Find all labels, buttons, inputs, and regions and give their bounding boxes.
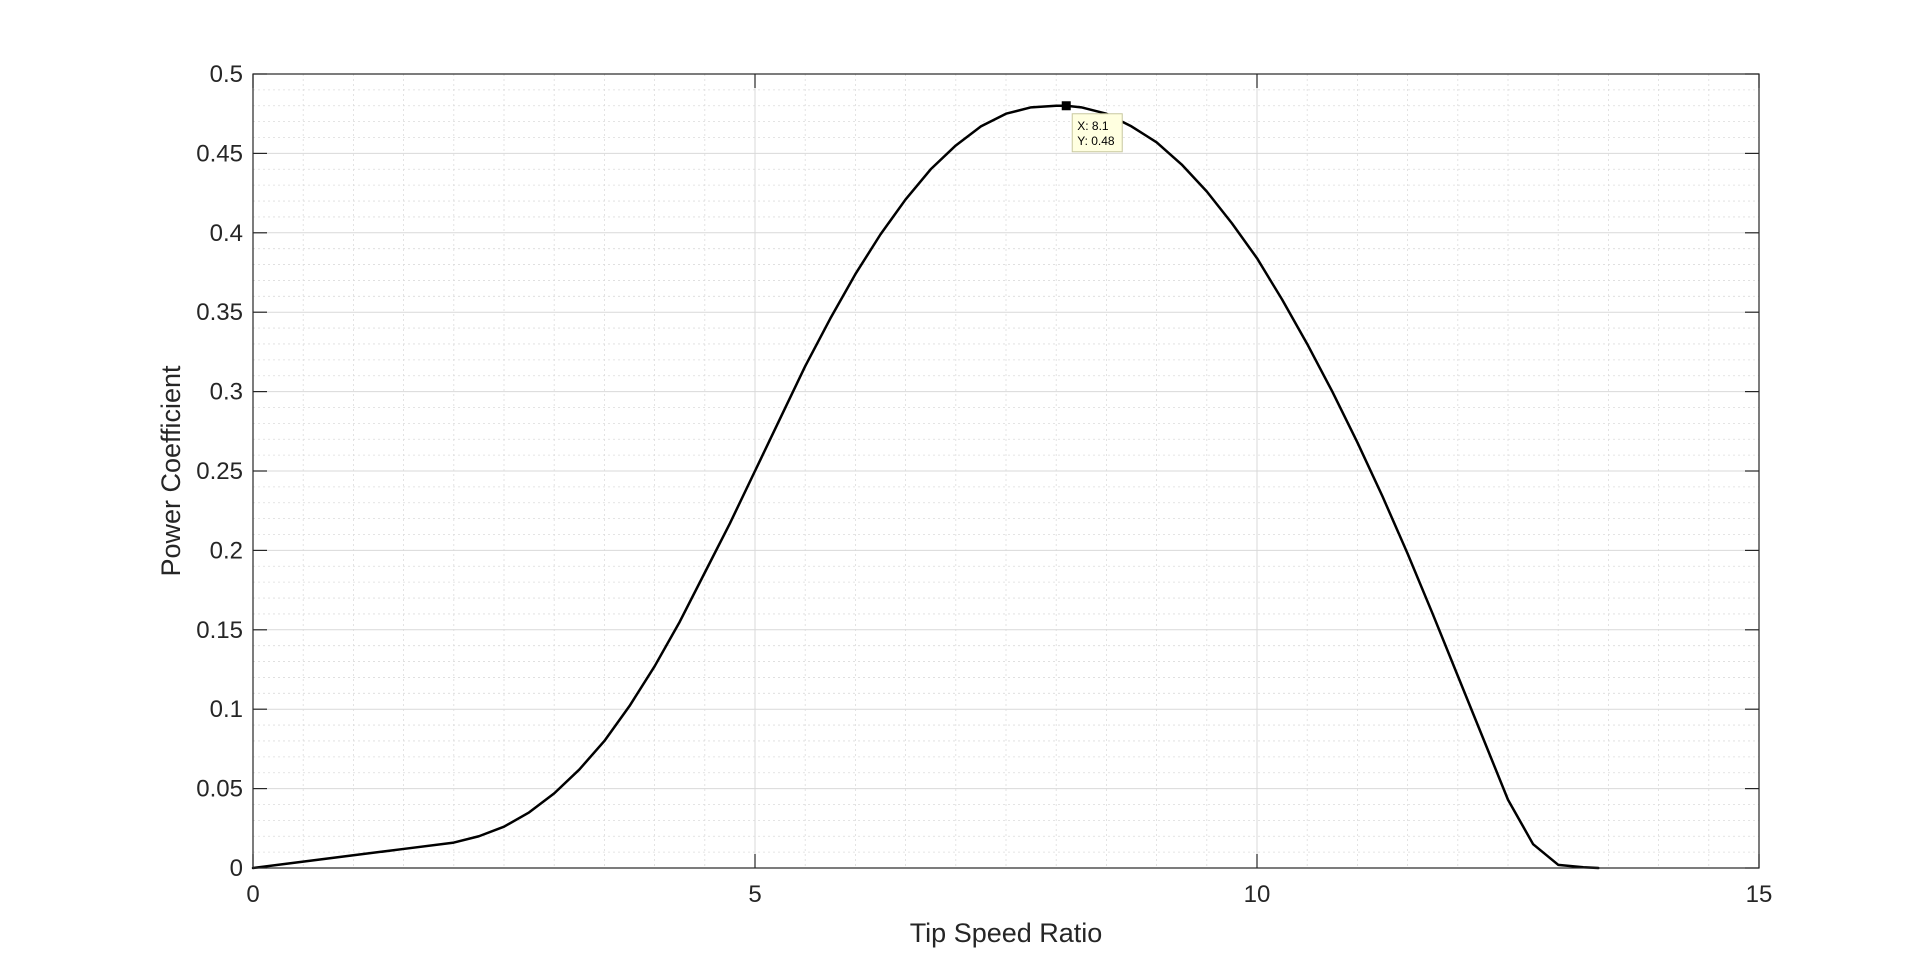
x-tick-labels: 0 5 10 15 xyxy=(246,881,1772,908)
y-tick-label: 0 xyxy=(230,855,243,882)
axis-ticks xyxy=(252,73,1760,869)
x-tick-label: 15 xyxy=(1746,881,1773,908)
y-tick-label: 0.3 xyxy=(210,379,243,406)
y-tick-label: 0.45 xyxy=(196,140,243,167)
data-tip-x-text: X: 8.1 xyxy=(1077,119,1109,133)
y-tick-label: 0.15 xyxy=(196,617,243,644)
y-tick-label: 0.35 xyxy=(196,299,243,326)
y-tick-label: 0.2 xyxy=(210,537,243,564)
plot-lines xyxy=(251,104,1600,870)
major-grid xyxy=(253,74,1759,868)
x-tick-label: 10 xyxy=(1244,881,1271,908)
data-tip-y-text: Y: 0.48 xyxy=(1077,134,1115,148)
data-tip-marker[interactable] xyxy=(1061,101,1071,111)
data-tip-box xyxy=(1071,113,1123,153)
data-line xyxy=(251,104,1600,870)
y-tick-label: 0.05 xyxy=(196,776,243,803)
y-tick-label: 0.1 xyxy=(210,696,243,723)
y-tick-labels: 0 0.05 0.1 0.15 0.2 0.25 0.3 0.35 0.4 0.45 0.5 xyxy=(196,61,243,882)
x-axis-label: Tip Speed Ratio xyxy=(910,918,1103,948)
y-axis-label: Power Coefficient xyxy=(156,365,186,577)
y-tick-label: 0.5 xyxy=(210,61,243,88)
y-tick-label: 0.4 xyxy=(210,220,243,247)
minor-grid xyxy=(253,74,1759,868)
y-tick-label: 0.25 xyxy=(196,458,243,485)
x-tick-label: 0 xyxy=(246,881,259,908)
x-tick-label: 5 xyxy=(748,881,761,908)
data-tip[interactable]: X: 8.1 Y: 0.48 xyxy=(1061,101,1123,153)
